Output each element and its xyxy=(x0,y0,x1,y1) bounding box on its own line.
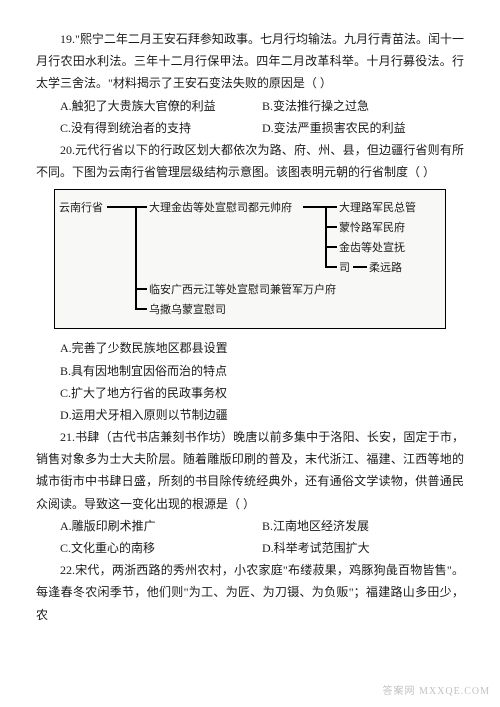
q21-opts-row1: A.雕版印刷术推广 B.江南地区经济发展 xyxy=(36,515,464,537)
diagram-line xyxy=(353,266,367,268)
q20-opt-c: C.扩大了地方行省的民政事务权 xyxy=(36,382,464,404)
diagram-node: 临安广西元江等处宣慰司兼管军万户府 xyxy=(149,280,336,300)
q19-opts-row1: A.触犯了大贵族大官僚的利益 B.变法推行操之过急 xyxy=(36,95,464,117)
q21-text: 21.书肆（古代书店兼刻书作坊）晚唐以前多集中于洛阳、长安，固定于市，销售对象多… xyxy=(36,426,464,515)
q20-opt-d: D.运用犬牙相入原则以节制边疆 xyxy=(36,404,464,426)
diagram-node: 蒙怜路军民府 xyxy=(339,218,405,238)
q21-opt-b: B.江南地区经济发展 xyxy=(262,515,464,537)
diagram-line xyxy=(325,266,337,268)
q21-opt-a: A.雕版印刷术推广 xyxy=(60,515,262,537)
diagram-line xyxy=(325,226,337,228)
diagram-line xyxy=(303,206,325,208)
q20-opt-a: A.完善了少数民族地区郡县设置 xyxy=(36,337,464,359)
diagram-node-root: 云南行省 xyxy=(59,198,103,218)
watermark: 答案网 MXXQE.COM xyxy=(383,683,490,702)
q21-opt-d: D.科举考试范围扩大 xyxy=(262,537,464,559)
diagram-line xyxy=(325,206,327,268)
q20-opt-b: B.具有因地制宜因俗而治的特点 xyxy=(36,360,464,382)
q19-opt-a: A.触犯了大贵族大官僚的利益 xyxy=(60,95,262,117)
diagram-line xyxy=(135,288,147,290)
diagram-line xyxy=(135,308,147,310)
diagram-line xyxy=(135,206,137,308)
q19-opt-c: C.没有得到统治者的支持 xyxy=(60,117,262,139)
diagram-node: 大理金齿等处宣慰司都元帅府 xyxy=(149,198,292,218)
q22-text: 22.宋代，两浙西路的秀州农村，小农家庭"布缕菽果，鸡豚狗彘百物皆售"。每逢春冬… xyxy=(36,559,464,626)
q19-opt-b: B.变法推行操之过急 xyxy=(262,95,464,117)
q21-opt-c: C.文化重心的南移 xyxy=(60,537,262,559)
diagram-line xyxy=(135,206,147,208)
diagram-node: 乌撒乌蒙宣慰司 xyxy=(149,300,226,320)
q19-text: 19."熙宁二年二月王安石拜参知政事。七月行均输法。九月行青苗法。闰十一月行农田… xyxy=(36,28,464,95)
q19-opt-d: D.变法严重损害农民的利益 xyxy=(262,117,464,139)
diagram-node: 大理路军民总管 xyxy=(339,198,416,218)
diagram-node: 司 xyxy=(339,258,350,278)
diagram: 云南行省 大理金齿等处宣慰司都元帅府 大理路军民总管 蒙怜路军民府 金齿等处宣抚… xyxy=(54,189,446,329)
diagram-line xyxy=(325,246,337,248)
q21-opts-row2: C.文化重心的南移 D.科举考试范围扩大 xyxy=(36,537,464,559)
q19-opts-row2: C.没有得到统治者的支持 D.变法严重损害农民的利益 xyxy=(36,117,464,139)
diagram-line xyxy=(107,206,135,208)
diagram-node: 金齿等处宣抚 xyxy=(339,238,405,258)
q20-text: 20.元代行省以下的行政区划大都依次为路、府、州、县，但边疆行省则有所不同。下图… xyxy=(36,139,464,183)
diagram-node: 柔远路 xyxy=(369,258,402,278)
diagram-line xyxy=(325,206,337,208)
